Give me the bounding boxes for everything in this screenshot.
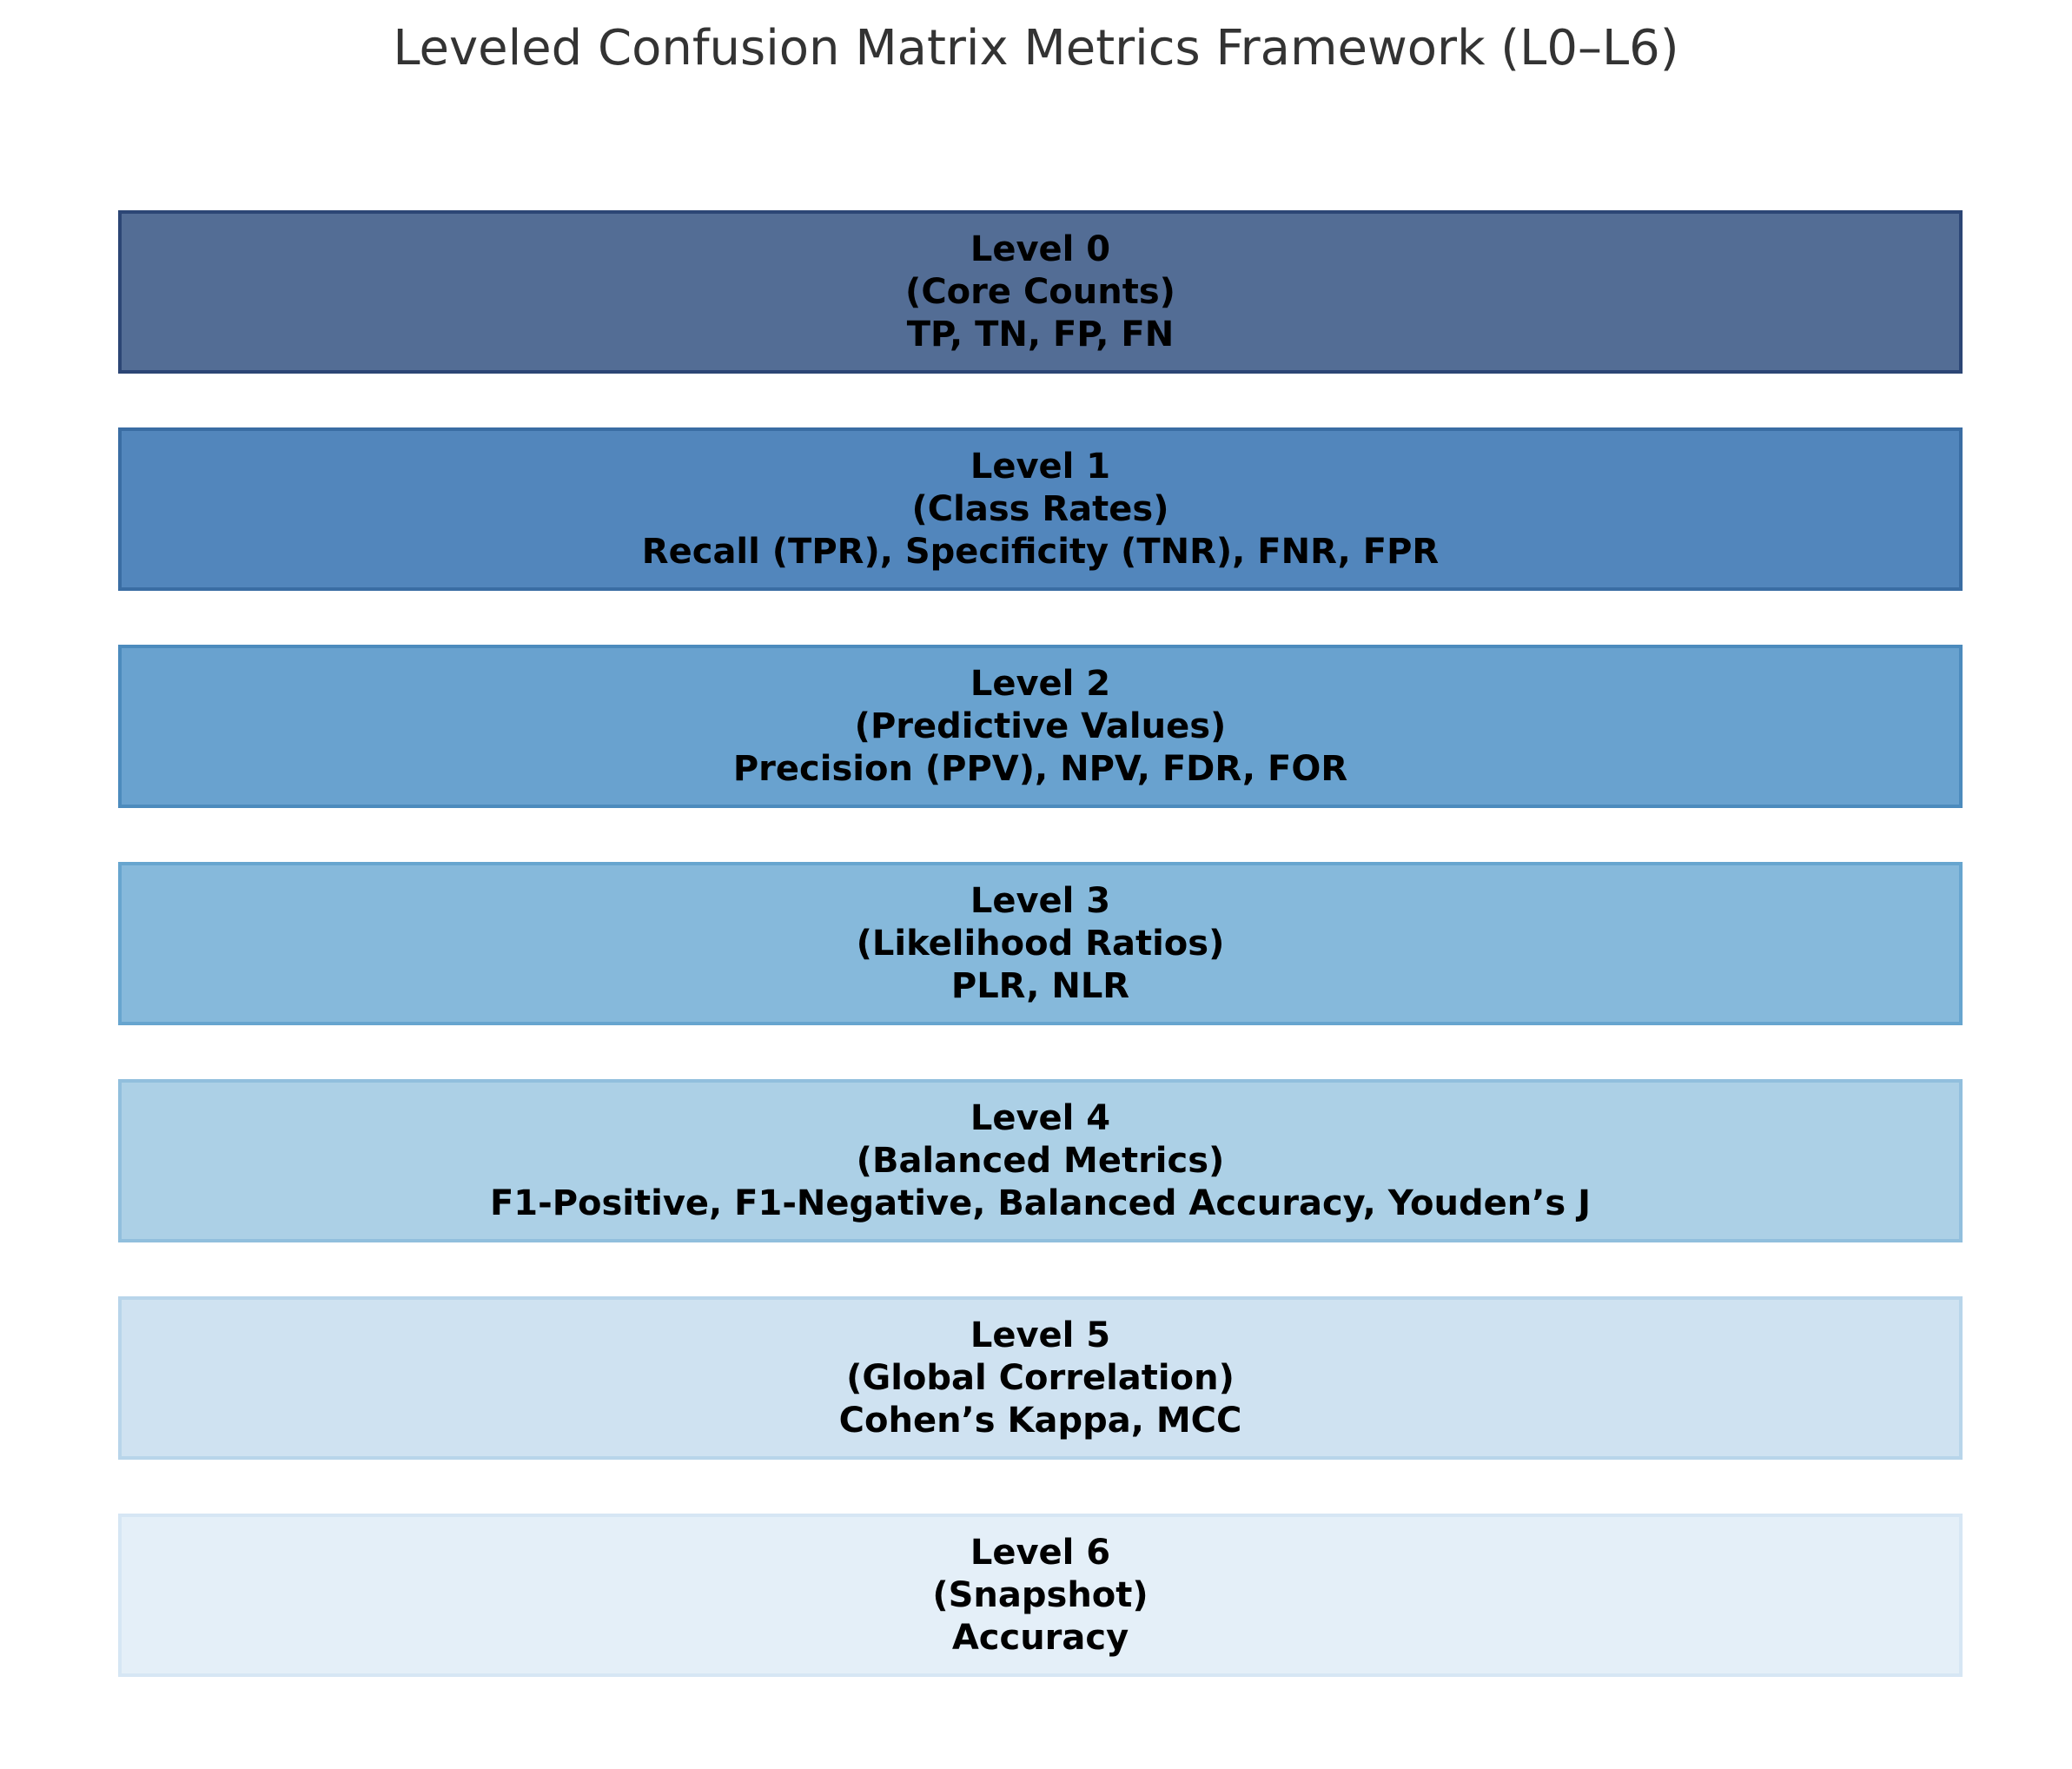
level-1-box: Level 1 (Class Rates) Recall (TPR), Spec… — [118, 427, 1963, 591]
level-5-metrics: Cohen’s Kappa, MCC — [838, 1400, 1242, 1441]
level-0-metrics: TP, TN, FP, FN — [906, 314, 1175, 354]
level-6-metrics: Accuracy — [951, 1617, 1129, 1658]
level-3-label: Level 3 — [970, 880, 1111, 921]
levels-stack: Level 0 (Core Counts) TP, TN, FP, FN Lev… — [118, 0, 1963, 1769]
level-4-box: Level 4 (Balanced Metrics) F1-Positive, … — [118, 1079, 1963, 1242]
level-6-category: (Snapshot) — [932, 1574, 1149, 1615]
level-5-category: (Global Correlation) — [846, 1357, 1235, 1398]
level-2-box: Level 2 (Predictive Values) Precision (P… — [118, 645, 1963, 808]
level-0-category: (Core Counts) — [905, 271, 1175, 312]
level-0-label: Level 0 — [970, 229, 1111, 269]
level-6-label: Level 6 — [970, 1532, 1111, 1573]
level-1-metrics: Recall (TPR), Specificity (TNR), FNR, FP… — [641, 531, 1440, 572]
level-6-box: Level 6 (Snapshot) Accuracy — [118, 1514, 1963, 1677]
level-1-label: Level 1 — [970, 446, 1111, 487]
level-4-metrics: F1-Positive, F1-Negative, Balanced Accur… — [489, 1183, 1592, 1223]
level-3-metrics: PLR, NLR — [950, 965, 1130, 1006]
level-3-category: (Likelihood Ratios) — [856, 923, 1225, 964]
level-4-category: (Balanced Metrics) — [856, 1140, 1225, 1181]
level-2-label: Level 2 — [970, 663, 1111, 704]
diagram-title: Leveled Confusion Matrix Metrics Framewo… — [393, 20, 1679, 76]
level-2-category: (Predictive Values) — [854, 706, 1227, 746]
level-0-box: Level 0 (Core Counts) TP, TN, FP, FN — [118, 210, 1963, 374]
level-1-category: (Class Rates) — [911, 488, 1169, 529]
level-3-box: Level 3 (Likelihood Ratios) PLR, NLR — [118, 862, 1963, 1025]
level-2-metrics: Precision (PPV), NPV, FDR, FOR — [732, 748, 1348, 789]
level-5-box: Level 5 (Global Correlation) Cohen’s Kap… — [118, 1296, 1963, 1460]
level-5-label: Level 5 — [970, 1315, 1111, 1355]
level-4-label: Level 4 — [970, 1097, 1111, 1138]
